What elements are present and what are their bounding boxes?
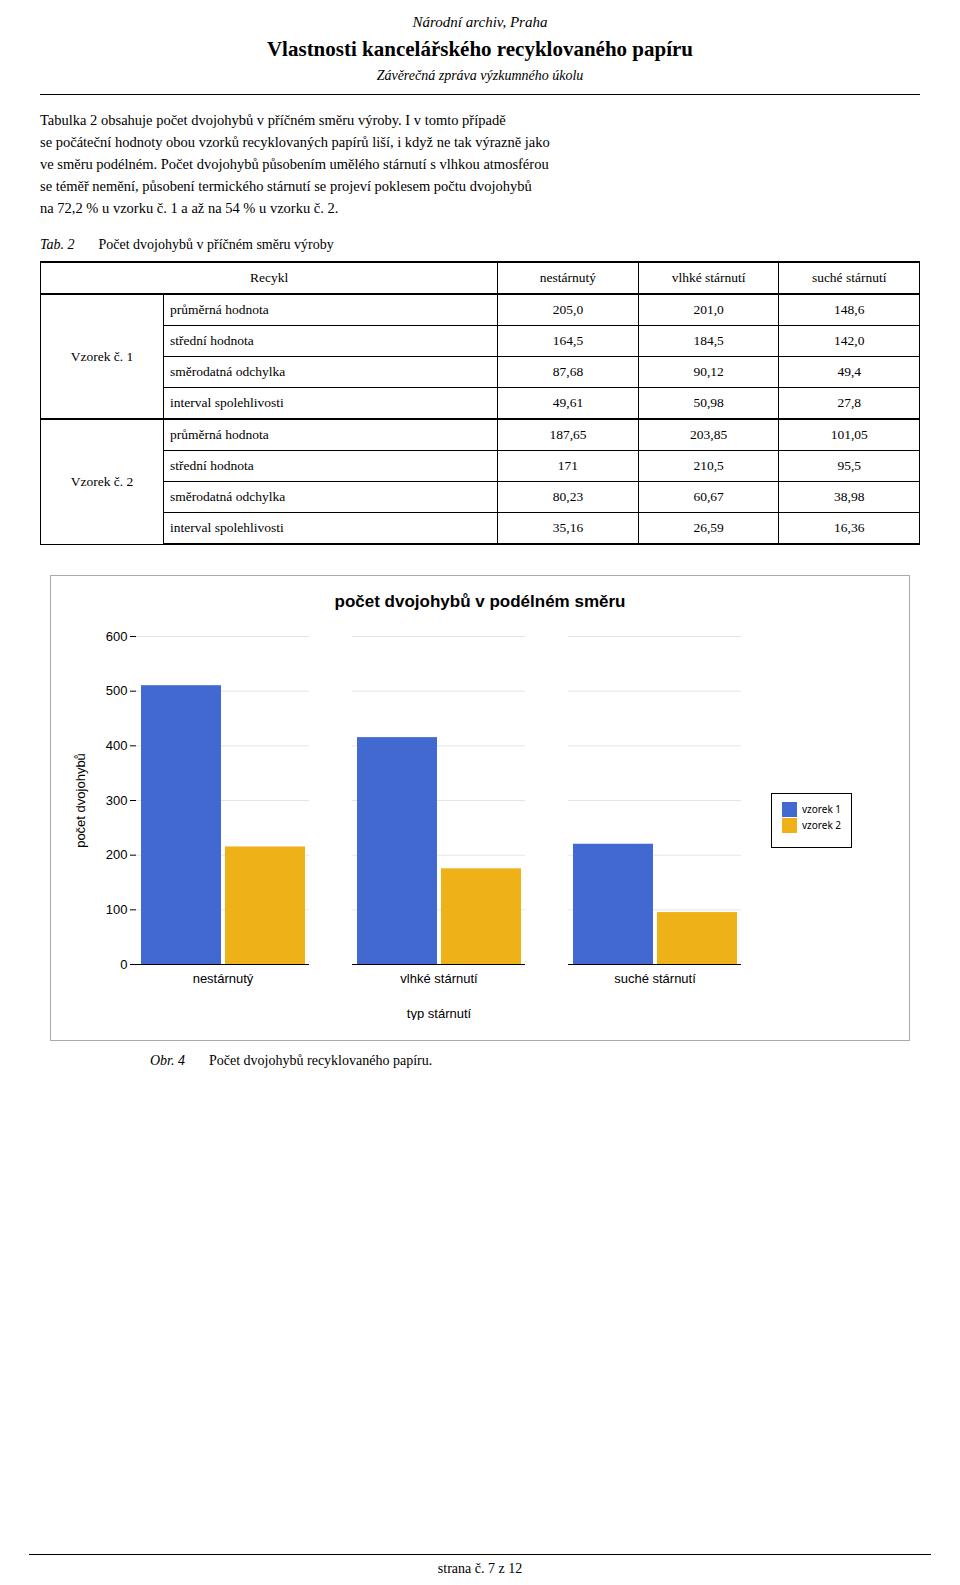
html-text:184,5: 184,5 — [693, 333, 724, 348]
html-text:strana č. 7 z 12: strana č. 7 z 12 — [437, 1561, 523, 1576]
html-text:interval spolehlivosti: interval spolehlivosti — [170, 520, 284, 535]
html-text:16,36: 16,36 — [834, 520, 865, 535]
html-text:171: 171 — [557, 458, 579, 473]
html-text:49,61: 49,61 — [552, 395, 584, 410]
html-text:interval spolehlivosti: interval spolehlivosti — [170, 395, 284, 410]
html-text:vzorek 1: vzorek 1 — [802, 802, 842, 816]
html-text:průměrná hodnota: průměrná hodnota — [170, 302, 269, 317]
html-text:suché stárnutí: suché stárnutí — [811, 270, 887, 285]
html-text:50,98: 50,98 — [693, 395, 724, 410]
html-text:27,8: 27,8 — [837, 395, 861, 410]
svg-text:200: 200 — [106, 847, 128, 862]
html-text:35,16: 35,16 — [552, 520, 584, 535]
html-text:počet dvojohybů v podélném smě: počet dvojohybů v podélném směru — [334, 592, 626, 611]
svg-text:vlhké stárnutí: vlhké stárnutí — [400, 971, 478, 986]
svg-text:typ stárnutí: typ stárnutí — [407, 1006, 472, 1021]
html-text:Počet dvojohybů v příčném směr: Počet dvojohybů v příčném směru výroby — [98, 237, 334, 252]
html-text:Vzorek č. 1: Vzorek č. 1 — [70, 348, 134, 364]
html-text:187,65: 187,65 — [549, 427, 587, 442]
html-text:se téměř nemění, působení term: se téměř nemění, působení termického stá… — [40, 178, 532, 194]
html-text:95,5: 95,5 — [837, 458, 861, 473]
html-text:Tabulka 2 obsahuje počet dvojo: Tabulka 2 obsahuje počet dvojohybů v pří… — [40, 112, 506, 128]
html-text:38,98: 38,98 — [834, 489, 865, 504]
html-text:26,59: 26,59 — [693, 520, 724, 535]
html-text:Závěrečná zpráva výzkumného úk: Závěrečná zpráva výzkumného úkolu — [376, 68, 584, 83]
html-text:směrodatná odchylka: směrodatná odchylka — [170, 364, 286, 379]
html-text:směrodatná odchylka: směrodatná odchylka — [170, 489, 286, 504]
html-text:Počet dvojohybů recyklovaného: Počet dvojohybů recyklovaného papíru. — [209, 1053, 433, 1068]
html-text:205,0: 205,0 — [552, 302, 584, 317]
html-text:203,85: 203,85 — [690, 427, 728, 442]
html-text:201,0: 201,0 — [693, 302, 724, 317]
html-text:Vzorek č. 2: Vzorek č. 2 — [70, 473, 134, 489]
html-text:148,6: 148,6 — [834, 302, 865, 317]
html-text:49,4: 49,4 — [837, 364, 861, 379]
svg-text:počet dvojohybů: počet dvojohybů — [73, 753, 88, 848]
html-text:Národní archiv, Praha: Národní archiv, Praha — [412, 14, 548, 30]
html-text:Recykl: Recykl — [249, 270, 289, 285]
html-text:Vlastnosti kancelářského recyk: Vlastnosti kancelářského recyklovaného p… — [267, 37, 693, 61]
html-text:164,5: 164,5 — [552, 333, 584, 348]
html-text:střední hodnota: střední hodnota — [170, 333, 254, 348]
html-text:se počáteční hodnoty obou vzor: se počáteční hodnoty obou vzorků recyklo… — [40, 134, 550, 150]
html-text:101,05: 101,05 — [830, 427, 868, 442]
html-text:80,23: 80,23 — [552, 489, 584, 504]
html-text:střední hodnota: střední hodnota — [170, 458, 254, 473]
html-text:vzorek 2: vzorek 2 — [802, 818, 842, 832]
html-text:vlhké stárnutí: vlhké stárnutí — [671, 270, 746, 285]
svg-text:400: 400 — [106, 738, 128, 753]
svg-text:600: 600 — [106, 629, 128, 644]
svg-text:300: 300 — [106, 793, 128, 808]
html-text:142,0: 142,0 — [834, 333, 865, 348]
html-text:87,68: 87,68 — [552, 364, 584, 379]
html-text:210,5: 210,5 — [693, 458, 724, 473]
svg-text:500: 500 — [106, 683, 128, 698]
html-text:Obr. 4: Obr. 4 — [150, 1053, 185, 1068]
html-text:nestárnutý: nestárnutý — [539, 270, 597, 285]
svg-text:nestárnutý: nestárnutý — [193, 971, 254, 986]
svg-text:suché stárnutí: suché stárnutí — [614, 971, 696, 986]
html-text:60,67: 60,67 — [693, 489, 724, 504]
svg-text:0: 0 — [120, 957, 127, 972]
html-text:ve směru podélném. Počet dvojo: ve směru podélném. Počet dvojohybů působ… — [40, 156, 549, 172]
html-text:90,12: 90,12 — [693, 364, 724, 379]
html-text:Tab. 2: Tab. 2 — [40, 237, 75, 252]
html-text:na 72,2 % u vzorku č. 1 a až n: na 72,2 % u vzorku č. 1 a až na 54 % u v… — [40, 200, 339, 216]
svg-text:100: 100 — [106, 902, 128, 917]
html-text:průměrná hodnota: průměrná hodnota — [170, 427, 269, 442]
